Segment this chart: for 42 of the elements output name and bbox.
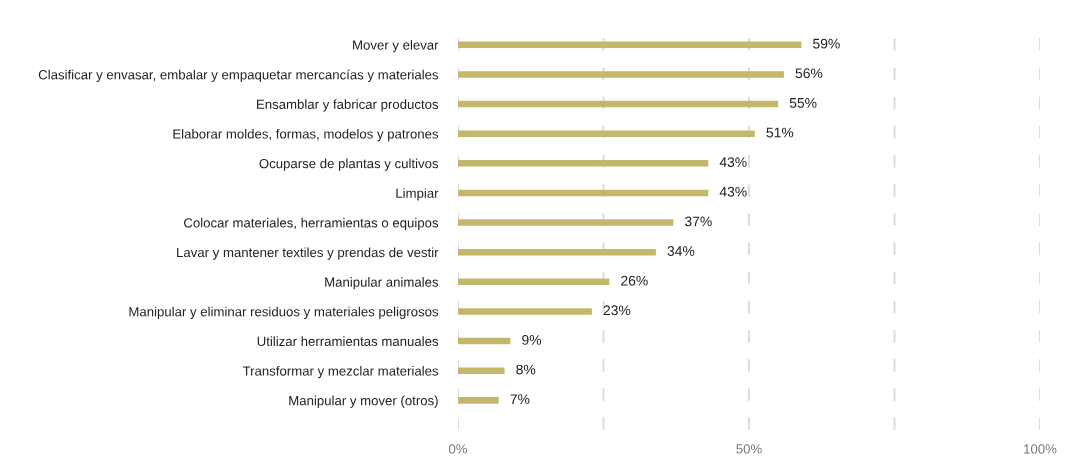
x-tick-label: 50% (736, 444, 762, 454)
bar (458, 41, 802, 49)
y-tick-label: Mover y elevar (353, 40, 439, 53)
y-tick-label: Transformar y mezclar materiales (242, 365, 439, 379)
y-tick-label: Utilizar herramientas manuales (257, 336, 439, 347)
data-label: 7% (510, 394, 530, 405)
bar (458, 130, 755, 137)
y-tick-label: Limpiar (396, 188, 439, 201)
bar (458, 337, 511, 345)
data-label: 9% (522, 335, 542, 345)
bar (458, 189, 709, 197)
x-tick-label: 100% (1024, 444, 1057, 454)
data-label: 43% (719, 186, 747, 197)
y-tick-label: Elaborar moldes, formas, modelos y patrones (173, 128, 439, 142)
data-label: 34% (667, 246, 695, 256)
data-label: 55% (789, 98, 817, 108)
data-label: 8% (516, 364, 536, 375)
y-tick-label: Colocar materiales, herramientas o equipos (184, 217, 439, 231)
bar (458, 219, 674, 226)
y-tick-label: Manipular y mover (otros) (289, 395, 438, 408)
y-tick-label: Clasificar y envasar, embalar y empaquetar mercancías y materiales (38, 69, 439, 83)
x-tick-label: 0% (448, 444, 468, 454)
bar (458, 278, 610, 286)
y-tick-label: Ensamblar y fabricar productos (257, 99, 439, 112)
bar (458, 308, 592, 315)
data-label: 23% (603, 305, 631, 316)
y-tick-label: Manipular y eliminar residuos y materiales peligrosos (129, 306, 439, 319)
bar (458, 100, 779, 108)
bar (458, 367, 505, 374)
data-label: 37% (684, 216, 712, 227)
data-label: 56% (795, 68, 823, 79)
data-label: 26% (621, 275, 648, 286)
y-tick-label: Manipular animales (325, 277, 439, 290)
bar (458, 397, 499, 404)
data-label: 43% (719, 157, 747, 168)
data-label: 51% (766, 127, 794, 138)
bar (458, 160, 709, 167)
y-tick-label: Ocuparse de plantas y cultivos (259, 158, 439, 171)
bar (458, 248, 656, 256)
data-label: 59% (813, 38, 840, 49)
y-tick-label: Lavar y mantener textiles y prendas de vestir (177, 247, 439, 260)
bar (458, 71, 784, 78)
